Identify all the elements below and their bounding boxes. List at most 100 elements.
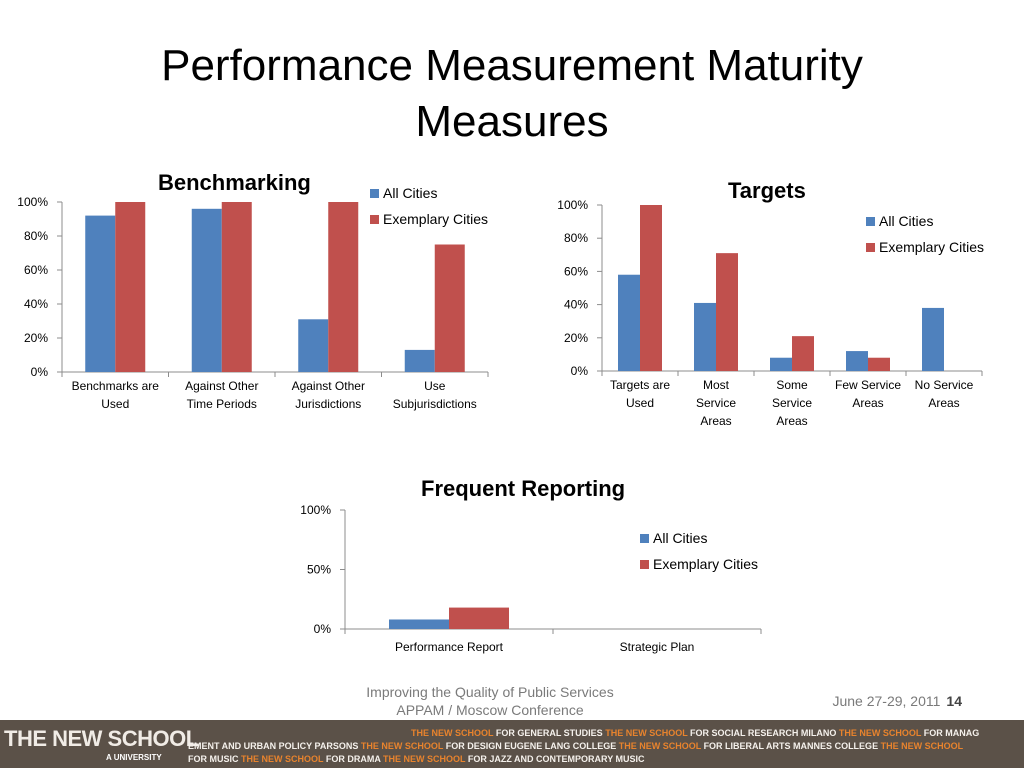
legend-label: All Cities <box>879 213 934 229</box>
y-tick-label: 100% <box>300 503 331 517</box>
x-category-label: Strategic Plan <box>620 640 695 654</box>
legend-item: Exemplary Cities <box>370 206 488 232</box>
y-tick-label: 100% <box>557 198 588 212</box>
footer-date-text: June 27-29, 2011 <box>832 693 941 709</box>
x-category-label: Some Service Areas <box>772 378 812 428</box>
bar <box>434 244 465 372</box>
x-category-label-line: Targets are <box>610 378 670 392</box>
brand-schools-line-3: FOR MUSIC THE NEW SCHOOL FOR DRAMA THE N… <box>188 754 645 764</box>
brand-text-segment: FOR SOCIAL RESEARCH MILANO <box>687 728 839 738</box>
bar <box>389 619 449 629</box>
chart-title: Frequent Reporting <box>421 476 626 501</box>
chart-plot: 0% 50% 100% Performance Report Strategic Pla… <box>300 503 762 654</box>
bar <box>449 607 509 629</box>
x-category-label: Most Service Areas <box>696 378 736 428</box>
bar <box>221 202 252 372</box>
legend-swatch <box>640 559 649 569</box>
y-tick-label: 60% <box>24 263 48 277</box>
brand-schools-line-1: THE NEW SCHOOL FOR GENERAL STUDIES THE N… <box>411 728 979 738</box>
legend-swatch <box>640 533 649 543</box>
brand-text-segment: FOR JAZZ AND CONTEMPORARY MUSIC <box>465 754 645 764</box>
x-category-label-line: Jurisdictions <box>295 397 361 411</box>
y-tick-label: 0% <box>31 365 49 379</box>
legend-label: Exemplary Cities <box>653 556 759 572</box>
x-category-label-line: Service <box>696 396 736 410</box>
bar <box>298 319 329 372</box>
slide-title-line-1: Performance Measurement Maturity <box>161 41 863 90</box>
chart-title: Targets <box>728 178 806 203</box>
chart-plot: 0% 20% 40% 60% 80% 100% Targets are Used Most Ser… <box>557 198 983 428</box>
x-category-label-line: Against Other <box>292 379 365 393</box>
bar <box>922 307 944 371</box>
y-tick-label: 0% <box>571 364 589 378</box>
legend-label: All Cities <box>653 530 708 546</box>
page-number: 14 <box>946 693 962 709</box>
y-tick-label: 100% <box>17 195 48 209</box>
slide-title: Performance Measurement Maturity Measure… <box>0 38 1024 150</box>
x-category-label: Benchmarks are Used <box>72 379 160 411</box>
y-tick-label: 20% <box>24 331 48 345</box>
bar <box>868 357 890 371</box>
bar <box>115 202 146 372</box>
chart-plot: 0% 20% 40% 60% 80% 100% Benchmarks are Used Agai… <box>17 195 489 411</box>
x-category-label-line: Areas <box>928 396 959 410</box>
brand-schools-line-2: EMENT AND URBAN POLICY PARSONS THE NEW S… <box>188 741 963 751</box>
x-category-label-line: Used <box>101 397 129 411</box>
y-tick-label: 40% <box>24 297 48 311</box>
legend-item: All Cities <box>640 525 758 551</box>
y-tick-label: 80% <box>564 231 588 245</box>
bar <box>846 351 868 371</box>
x-category-label: Use Subjurisdictions <box>393 379 477 411</box>
y-tick-label: 60% <box>564 264 588 278</box>
brand-text-segment: THE NEW SCHOOL <box>618 741 702 751</box>
x-category-label-line: Areas <box>776 414 807 428</box>
y-tick-label: 50% <box>307 563 331 577</box>
bar <box>640 205 662 371</box>
brand-logo-text: THE NEW SCHOOL <box>4 726 199 751</box>
bar <box>716 253 738 371</box>
brand-text-segment: THE NEW SCHOOL <box>838 728 922 738</box>
brand-text-segment: THE NEW SCHOOL <box>880 741 964 751</box>
x-category-label-line: Time Periods <box>187 397 257 411</box>
brand-text-segment: EMENT AND URBAN POLICY PARSONS <box>188 741 361 751</box>
bar <box>191 208 222 372</box>
brand-text-segment: FOR MUSIC <box>188 754 241 764</box>
brand-text-segment: THE NEW SCHOOL <box>360 741 444 751</box>
y-tick-label: 20% <box>564 331 588 345</box>
brand-text-segment: FOR DRAMA <box>323 754 384 764</box>
brand-text-segment: FOR MANAG <box>921 728 980 738</box>
x-category-label: Against Other Time Periods <box>185 379 258 411</box>
x-category-label-line: Performance Report <box>395 640 504 654</box>
brand-text-segment: THE NEW SCHOOL <box>605 728 688 738</box>
legend-swatch <box>866 216 875 226</box>
x-category-label-line: Against Other <box>185 379 258 393</box>
chart-legend: All Cities Exemplary Cities <box>866 208 984 260</box>
slide-title-line-2: Measures <box>415 97 609 146</box>
legend-item: Exemplary Cities <box>640 551 758 577</box>
x-category-label-line: Few Service <box>835 378 901 392</box>
x-category-label-line: Subjurisdictions <box>393 397 477 411</box>
x-category-label: No Service Areas <box>915 378 974 410</box>
targets-chart: Targets All Cities Exemplary Cities 0% 20%… <box>520 172 1024 442</box>
legend-item: Exemplary Cities <box>866 234 984 260</box>
x-category-label-line: Areas <box>700 414 731 428</box>
legend-label: Exemplary Cities <box>879 239 985 255</box>
new-school-brand-bar: THE NEW SCHOOL A UNIVERSITY THE NEW SCHO… <box>0 720 1024 768</box>
x-category-label: Few Service Areas <box>835 378 901 410</box>
y-tick-label: 40% <box>564 298 588 312</box>
x-category-label-line: No Service <box>915 378 974 392</box>
footer-line-2: APPAM / Moscow Conference <box>396 702 584 718</box>
bar <box>618 274 640 371</box>
bar <box>328 202 359 372</box>
legend-label: Exemplary Cities <box>383 211 489 227</box>
brand-text-segment: THE NEW SCHOOL <box>411 728 494 738</box>
legend-item: All Cities <box>370 180 488 206</box>
legend-swatch <box>370 214 379 224</box>
brand-text-segment: FOR GENERAL STUDIES <box>493 728 606 738</box>
y-tick-label: 0% <box>314 622 332 636</box>
brand-text-segment: THE NEW SCHOOL <box>241 754 324 764</box>
bar <box>404 349 435 372</box>
legend-item: All Cities <box>866 208 984 234</box>
x-category-label: Performance Report <box>395 640 504 654</box>
bar <box>694 302 716 371</box>
